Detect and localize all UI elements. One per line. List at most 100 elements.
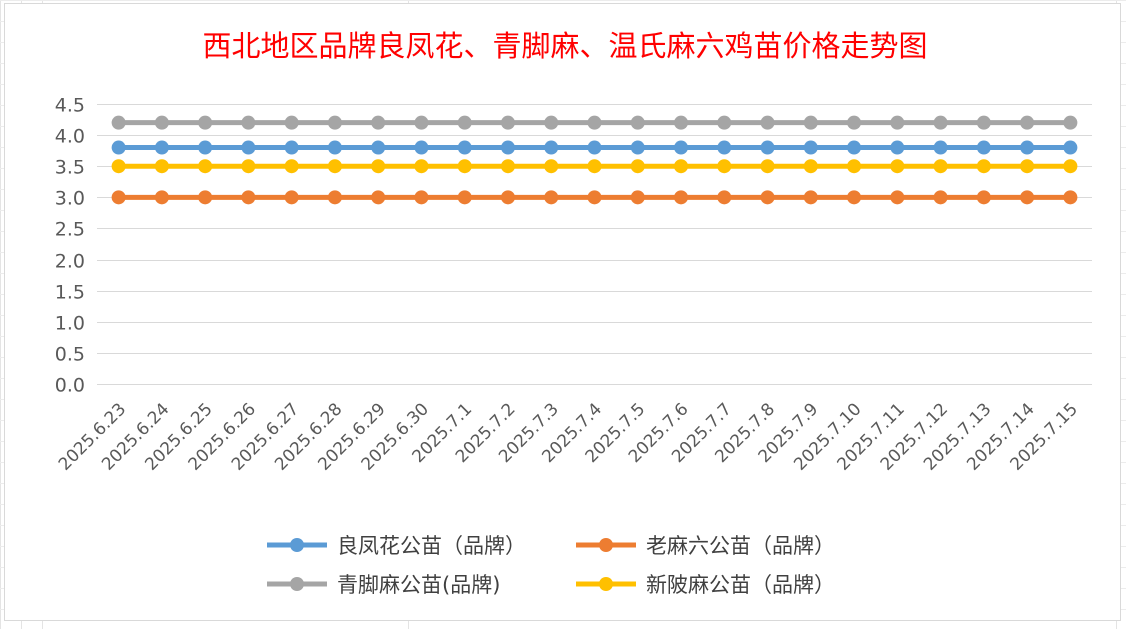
- data-point[interactable]: [1020, 115, 1035, 130]
- data-point[interactable]: [544, 140, 559, 155]
- data-point[interactable]: [803, 115, 818, 130]
- data-point[interactable]: [457, 115, 472, 130]
- data-point[interactable]: [630, 115, 645, 130]
- data-point[interactable]: [803, 140, 818, 155]
- legend-label: 新陂麻公苗（品牌）: [646, 573, 835, 597]
- data-point[interactable]: [327, 159, 342, 174]
- data-point[interactable]: [890, 115, 905, 130]
- data-point[interactable]: [933, 140, 948, 155]
- data-point[interactable]: [241, 115, 256, 130]
- data-point[interactable]: [198, 190, 213, 205]
- legend-item[interactable]: 良凤花公苗（品牌）: [267, 534, 526, 558]
- data-point[interactable]: [674, 190, 689, 205]
- legend-item[interactable]: 老麻六公苗（品牌）: [576, 534, 835, 558]
- data-point[interactable]: [717, 159, 732, 174]
- data-point[interactable]: [500, 159, 515, 174]
- data-point[interactable]: [241, 140, 256, 155]
- data-point[interactable]: [284, 159, 299, 174]
- data-point[interactable]: [457, 190, 472, 205]
- data-point[interactable]: [933, 190, 948, 205]
- data-point[interactable]: [976, 190, 991, 205]
- data-point[interactable]: [241, 190, 256, 205]
- data-point[interactable]: [371, 190, 386, 205]
- data-point[interactable]: [500, 115, 515, 130]
- data-point[interactable]: [847, 190, 862, 205]
- data-point[interactable]: [717, 115, 732, 130]
- data-point[interactable]: [1020, 190, 1035, 205]
- data-point[interactable]: [500, 140, 515, 155]
- y-tick-label: 1.0: [55, 313, 85, 335]
- legend-item[interactable]: 青脚麻公苗(品牌): [267, 573, 500, 597]
- data-point[interactable]: [630, 159, 645, 174]
- data-point[interactable]: [111, 115, 126, 130]
- data-point[interactable]: [587, 140, 602, 155]
- data-point[interactable]: [847, 159, 862, 174]
- data-point[interactable]: [890, 159, 905, 174]
- data-point[interactable]: [1063, 140, 1078, 155]
- data-point[interactable]: [544, 115, 559, 130]
- data-point[interactable]: [933, 115, 948, 130]
- data-point[interactable]: [154, 159, 169, 174]
- data-point[interactable]: [630, 140, 645, 155]
- data-point[interactable]: [760, 115, 775, 130]
- data-point[interactable]: [284, 115, 299, 130]
- legend-item[interactable]: 新陂麻公苗（品牌）: [576, 573, 835, 597]
- data-point[interactable]: [414, 140, 429, 155]
- data-point[interactable]: [760, 159, 775, 174]
- data-point[interactable]: [674, 140, 689, 155]
- data-point[interactable]: [111, 190, 126, 205]
- data-point[interactable]: [1063, 115, 1078, 130]
- data-point[interactable]: [1063, 159, 1078, 174]
- data-point[interactable]: [803, 159, 818, 174]
- data-point[interactable]: [890, 190, 905, 205]
- data-point[interactable]: [414, 159, 429, 174]
- data-point[interactable]: [111, 159, 126, 174]
- data-point[interactable]: [414, 190, 429, 205]
- data-point[interactable]: [847, 140, 862, 155]
- data-point[interactable]: [760, 190, 775, 205]
- data-point[interactable]: [1020, 159, 1035, 174]
- data-point[interactable]: [284, 190, 299, 205]
- data-point[interactable]: [544, 159, 559, 174]
- data-point[interactable]: [976, 140, 991, 155]
- data-point[interactable]: [154, 140, 169, 155]
- data-point[interactable]: [760, 140, 775, 155]
- data-point[interactable]: [630, 190, 645, 205]
- data-point[interactable]: [327, 190, 342, 205]
- data-point[interactable]: [544, 190, 559, 205]
- data-point[interactable]: [371, 159, 386, 174]
- data-point[interactable]: [674, 115, 689, 130]
- data-point[interactable]: [284, 140, 299, 155]
- data-point[interactable]: [457, 159, 472, 174]
- data-point[interactable]: [803, 190, 818, 205]
- data-point[interactable]: [327, 115, 342, 130]
- data-point[interactable]: [327, 140, 342, 155]
- data-point[interactable]: [674, 159, 689, 174]
- data-point[interactable]: [198, 140, 213, 155]
- data-point[interactable]: [976, 115, 991, 130]
- data-point[interactable]: [587, 115, 602, 130]
- series-1: [111, 140, 1078, 155]
- data-point[interactable]: [1063, 190, 1078, 205]
- data-point[interactable]: [241, 159, 256, 174]
- data-point[interactable]: [587, 190, 602, 205]
- data-point[interactable]: [717, 190, 732, 205]
- data-point[interactable]: [1020, 140, 1035, 155]
- data-point[interactable]: [198, 115, 213, 130]
- data-point[interactable]: [111, 140, 126, 155]
- data-point[interactable]: [500, 190, 515, 205]
- data-point[interactable]: [371, 115, 386, 130]
- data-point[interactable]: [587, 159, 602, 174]
- data-point[interactable]: [976, 159, 991, 174]
- data-point[interactable]: [847, 115, 862, 130]
- data-point[interactable]: [717, 140, 732, 155]
- data-point[interactable]: [154, 115, 169, 130]
- data-point[interactable]: [414, 115, 429, 130]
- data-point[interactable]: [890, 140, 905, 155]
- data-point[interactable]: [198, 159, 213, 174]
- chart-frame[interactable]: 西北地区品牌良凤花、青脚麻、温氏麻六鸡苗价格走势图 0.0 0.5 1.0 1.5 2.…: [4, 3, 1121, 621]
- data-point[interactable]: [457, 140, 472, 155]
- data-point[interactable]: [154, 190, 169, 205]
- data-point[interactable]: [371, 140, 386, 155]
- data-point[interactable]: [933, 159, 948, 174]
